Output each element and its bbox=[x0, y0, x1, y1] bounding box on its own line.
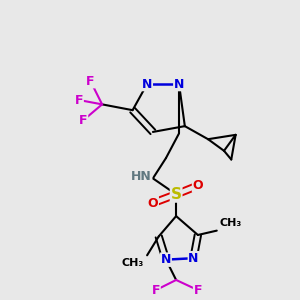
Text: O: O bbox=[148, 196, 158, 210]
Text: N: N bbox=[142, 77, 152, 91]
Text: F: F bbox=[75, 94, 83, 106]
Text: CH₃: CH₃ bbox=[220, 218, 242, 228]
Text: F: F bbox=[152, 284, 160, 297]
Text: N: N bbox=[174, 77, 184, 91]
Text: CH₃: CH₃ bbox=[122, 258, 144, 268]
Text: N: N bbox=[161, 253, 171, 266]
Text: F: F bbox=[194, 284, 202, 297]
Text: F: F bbox=[79, 114, 88, 127]
Text: S: S bbox=[171, 187, 182, 202]
Text: F: F bbox=[86, 75, 95, 88]
Text: N: N bbox=[188, 252, 199, 265]
Text: O: O bbox=[193, 179, 203, 192]
Text: HN: HN bbox=[131, 170, 152, 183]
